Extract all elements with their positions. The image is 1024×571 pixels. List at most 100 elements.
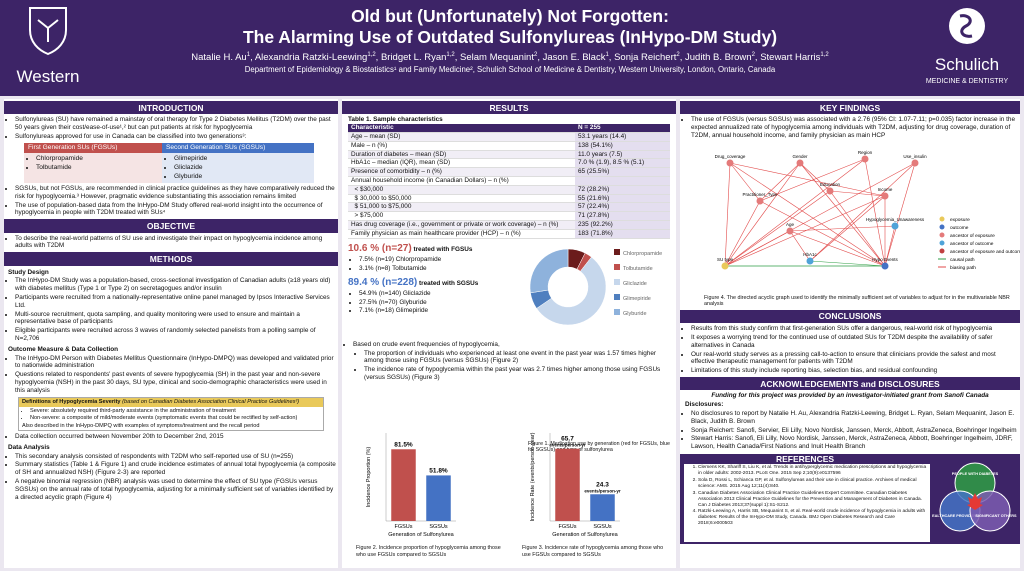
list-item: It exposes a worrying trend for the cont… (691, 334, 1020, 350)
table-cell: Annual household income (in Canadian Dol… (348, 176, 575, 186)
affiliation-mark: 1,2 (446, 52, 455, 58)
legend-swatch (939, 248, 945, 254)
table-row: < $30,000 72 (28.2%) (348, 185, 670, 195)
dag-edge (789, 230, 811, 261)
th: Second Generation SUs (SGSUs) (161, 142, 314, 153)
dag-edge (829, 190, 886, 266)
western-logo: Western (17, 7, 80, 86)
dag: Drug_coverage Gender Region Use_insulin Prac… (715, 150, 1020, 271)
dag-node (756, 197, 764, 205)
table-row: Family physician as main healthcare prov… (348, 229, 670, 239)
dag-node (911, 159, 919, 167)
list-item: 54.9% (n=140) Gliclazide (359, 290, 528, 298)
table-cell: $ 51,000 to $75,000 (348, 202, 575, 213)
authors: Natalie H. Au1, Alexandria Ratzki-Leewin… (191, 52, 829, 64)
list-item: The use of FGSUs (versus SGSUs) was asso… (691, 116, 1020, 139)
y-axis-label: Incidence Proportion (%) (366, 447, 372, 508)
list: Severe: absolutely required third-party … (19, 408, 323, 423)
dag-edge (789, 225, 896, 232)
definition-box: Definitions of Hypoglycemia Severity (ba… (18, 396, 324, 431)
pct: 10.6 % (n=27) (348, 242, 412, 254)
table-cell (575, 176, 670, 186)
author: Alexandria Ratzki-Leewing (254, 52, 368, 64)
list-item: SGSUs, but not FGSUs, are recommended in… (15, 185, 338, 201)
affiliation-mark: 1,2 (367, 52, 376, 58)
list: The proportion of individuals who experi… (342, 350, 676, 382)
legend-label: exposure (950, 217, 970, 223)
legend-label: ancestor of exposure (950, 233, 995, 239)
pct: 89.4 % (n=228) (348, 276, 418, 288)
dag-node-label: Hypo Events (872, 257, 898, 262)
dag-edge (729, 162, 886, 267)
dag-node-label: Drug_coverage (715, 154, 746, 159)
dag-node-label: Practitioner_Type (742, 192, 778, 197)
dag-edge (724, 162, 801, 266)
list: Results from this study confirm that fir… (680, 325, 1020, 375)
venn-logo: PEOPLE WITH DIABETES HEALTHCARE PROVIDERS… (932, 455, 1018, 544)
dag-edge (809, 195, 886, 262)
table-cell: 72 (28.2%) (575, 185, 670, 195)
list: This secondary analysis consisted of res… (4, 453, 338, 502)
list-item: The InHypo-DM Person with Diabetes Melli… (15, 355, 338, 371)
characteristics-table: Characteristic N = 255 Age – mean (SD) 53.1… (348, 124, 670, 239)
section-heading: CONCLUSIONS (680, 309, 1020, 324)
list: Clemens KK, Shariff S, Liu K, et al. Tre… (684, 464, 930, 543)
list: The use of FGSUs (versus SGSUs) was asso… (680, 116, 1020, 139)
dag-node (726, 159, 734, 167)
table-cell: 65 (25.5%) (575, 167, 670, 178)
list: SGSUs, but not FGSUs, are recommended in… (4, 185, 338, 217)
list-item: 27.5% (n=70) Glyburide (359, 299, 528, 307)
x-tick-label: SGSUs (429, 524, 448, 530)
value-label: 24.3 (596, 481, 609, 488)
bar (555, 448, 580, 521)
legend-swatch (614, 308, 620, 315)
section-heading: REFERENCES (775, 454, 835, 465)
dag-edge (809, 162, 916, 262)
table-row: HbA1c – median (IQR), mean (SD) 7.0 % (1.… (348, 158, 670, 169)
legend-swatch (939, 224, 945, 230)
subheading: Data Analysis (8, 443, 50, 451)
table-header: Characteristic (348, 124, 575, 134)
list-item: Participants were recruited from a natio… (15, 294, 338, 310)
list-item: Glyburide (174, 173, 313, 181)
legend-label: ancestor of exposure and outcome (950, 249, 1020, 255)
list: Data collection occurred between Novembe… (4, 433, 338, 441)
left-column: INTRODUCTION Sulfonylureas (SU) have rem… (4, 99, 338, 568)
subheading: Disclosures: (685, 401, 724, 409)
dag-node (796, 159, 804, 167)
donut-slice (536, 256, 607, 325)
text: To describe the real-world patterns of S… (15, 235, 338, 251)
middle-column: RESULTS Table 1. Sample characteristics … (342, 99, 676, 568)
dag-edge (724, 190, 831, 267)
table-cell: < $30,000 (348, 185, 575, 195)
table-cell: 57 (22.4%) (575, 202, 670, 213)
caption: Figure 2. Incidence proportion of hypogl… (356, 545, 501, 558)
list-item: Sulfonylureas approved for use in Canada… (15, 133, 338, 141)
dag-node (881, 262, 889, 270)
table-cell: Family physician as main healthcare prov… (348, 229, 575, 239)
list-item: Sonja Reichert: Sanofi, Servier, Eli Lil… (691, 427, 1020, 435)
list-item: 3.1% (n=8) Tolbutamide (359, 265, 528, 273)
table-cell: 11.0 years (7.5) (575, 150, 670, 160)
dag-node-label: Income (878, 187, 893, 192)
legend-label: Tolbutamide (623, 266, 653, 272)
list-item: The proportion of individuals who experi… (364, 350, 676, 366)
dag-edge (799, 162, 831, 192)
dag-node-label: Age (786, 222, 795, 227)
affiliation: Department of Epidemiology & Biostatisti… (244, 65, 776, 75)
list-item: Summary statistics (Table 1 & Figure 1) … (15, 461, 338, 477)
value-unit: events/person-yr (549, 443, 586, 448)
box-footer: Also described in the InHypo-DMPQ with e… (22, 423, 260, 430)
legend-label: causal path (950, 257, 975, 263)
list: 54.9% (n=140) Gliclazide27.5% (n=70) Gly… (348, 290, 528, 315)
subheading: Study Design (8, 268, 49, 276)
dag-node-label: Gender (792, 154, 808, 159)
dag-node (881, 192, 889, 200)
list-item: This secondary analysis consisted of res… (15, 453, 338, 461)
text: Based on crude event frequencies of hypo… (353, 341, 676, 349)
value-label: 81.5% (394, 441, 413, 448)
medication-block: 10.6 % (n=27) treated with FGSUs 7.5% (n… (342, 241, 676, 333)
list-item: Our real-world study serves as a pressin… (691, 351, 1020, 367)
